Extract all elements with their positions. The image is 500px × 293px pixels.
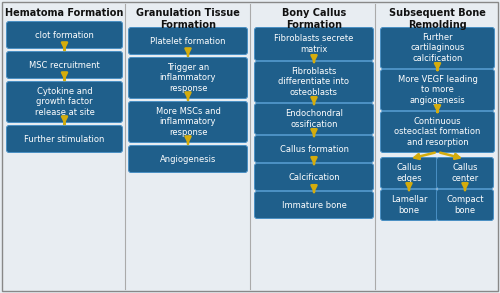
Text: Compact
bone: Compact bone: [446, 195, 484, 215]
FancyBboxPatch shape: [128, 28, 248, 54]
FancyBboxPatch shape: [128, 57, 248, 98]
Text: Continuous
osteoclast formation
and resorption: Continuous osteoclast formation and reso…: [394, 117, 480, 147]
Text: More MSCs and
inflammatory
response: More MSCs and inflammatory response: [156, 107, 220, 137]
Text: Bony Callus
Formation: Bony Callus Formation: [282, 8, 346, 30]
Text: Callus
edges: Callus edges: [396, 163, 422, 183]
Text: Further
cartilaginous
calcification: Further cartilaginous calcification: [410, 33, 465, 63]
FancyBboxPatch shape: [6, 21, 122, 49]
Text: Granulation Tissue
Formation: Granulation Tissue Formation: [136, 8, 240, 30]
FancyBboxPatch shape: [380, 69, 494, 110]
FancyBboxPatch shape: [254, 163, 374, 190]
FancyBboxPatch shape: [2, 2, 498, 291]
FancyBboxPatch shape: [254, 62, 374, 103]
Text: Callus formation: Callus formation: [280, 144, 348, 154]
FancyBboxPatch shape: [254, 103, 374, 134]
FancyBboxPatch shape: [380, 158, 438, 188]
Text: Angiogenesis: Angiogenesis: [160, 154, 216, 163]
FancyBboxPatch shape: [128, 146, 248, 173]
FancyBboxPatch shape: [254, 192, 374, 219]
FancyBboxPatch shape: [6, 52, 122, 79]
Text: Subsequent Bone
Remolding: Subsequent Bone Remolding: [389, 8, 486, 30]
Text: Endochondral
ossification: Endochondral ossification: [285, 109, 343, 129]
Text: Callus
center: Callus center: [452, 163, 478, 183]
FancyBboxPatch shape: [436, 190, 494, 221]
FancyBboxPatch shape: [254, 28, 374, 60]
Text: Fibroblasts secrete
matrix: Fibroblasts secrete matrix: [274, 34, 353, 54]
Text: Immature bone: Immature bone: [282, 200, 346, 209]
FancyBboxPatch shape: [128, 101, 248, 142]
Text: Lamellar
bone: Lamellar bone: [391, 195, 427, 215]
Text: Platelet formation: Platelet formation: [150, 37, 226, 45]
FancyBboxPatch shape: [254, 135, 374, 163]
Text: Further stimulation: Further stimulation: [24, 134, 104, 144]
Text: Cytokine and
growth factor
release at site: Cytokine and growth factor release at si…: [34, 87, 94, 117]
Text: Trigger an
inflammatory
response: Trigger an inflammatory response: [160, 63, 216, 93]
FancyBboxPatch shape: [380, 112, 494, 152]
Text: MSC recruitment: MSC recruitment: [29, 60, 100, 69]
Text: Hematoma Formation: Hematoma Formation: [6, 8, 124, 18]
Text: Fibroblasts
differentiate into
osteoblasts: Fibroblasts differentiate into osteoblas…: [278, 67, 349, 97]
FancyBboxPatch shape: [6, 125, 122, 152]
FancyBboxPatch shape: [380, 190, 438, 221]
Text: Calcification: Calcification: [288, 173, 340, 181]
FancyBboxPatch shape: [6, 81, 122, 122]
FancyBboxPatch shape: [380, 28, 494, 69]
Text: clot formation: clot formation: [35, 30, 94, 40]
Text: More VEGF leading
to more
angiogenesis: More VEGF leading to more angiogenesis: [398, 75, 477, 105]
FancyBboxPatch shape: [436, 158, 494, 188]
